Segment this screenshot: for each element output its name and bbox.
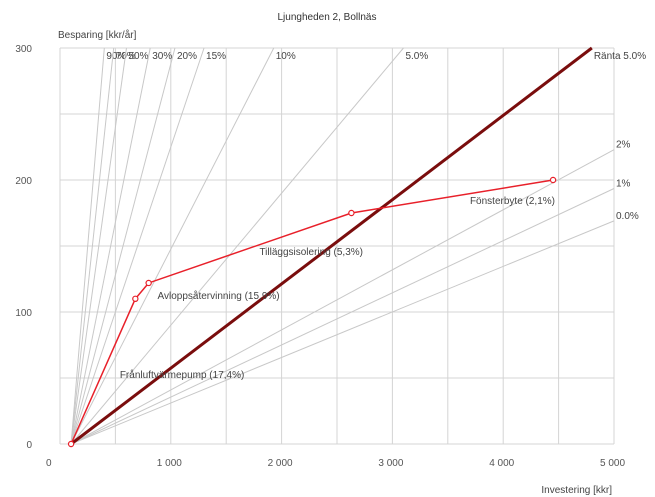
guide-line [70, 47, 151, 445]
y-tick-label: 100 [15, 308, 32, 319]
x-tick-label: 5 000 [600, 458, 625, 469]
x-tick-label: 4 000 [489, 458, 514, 469]
guide-line-label: 90% [106, 51, 126, 62]
payback-line-label: Ränta 5.0% [594, 51, 646, 62]
annotation-label: Fönsterbyte (2,1%) [470, 196, 555, 207]
y-tick-label: 0 [26, 440, 32, 451]
guide-line [70, 47, 127, 445]
y-axis-label: Besparing [kkr/år] [58, 29, 137, 41]
guide-line [70, 47, 275, 445]
guide-line [70, 47, 205, 445]
data-point [145, 279, 152, 287]
guide-line-label: 20% [177, 51, 197, 62]
guide-line [70, 47, 105, 445]
guide-line-label: 10% [276, 51, 296, 62]
data-point [67, 440, 75, 448]
guide-line-label: 30% [152, 51, 172, 62]
guide-line-label: 50% [128, 51, 148, 62]
payback-line [70, 46, 593, 446]
y-tick-label: 300 [15, 44, 32, 55]
axis-ticks: 0 1 000 2 000 3 000 4 000 5 000 0 100 200 300 [15, 44, 625, 469]
grid [59, 47, 615, 445]
data-point [132, 295, 139, 302]
guide-line-label: 15% [206, 51, 226, 62]
x-axis-label: Investering [kkr] [541, 485, 612, 496]
series-group [67, 176, 557, 448]
guide-line [70, 47, 176, 445]
data-point [549, 176, 557, 184]
payback-line-group: Ränta 5.0% [70, 46, 646, 446]
chart-title: Ljungheden 2, Bollnäs [278, 12, 377, 23]
guide-line-label: 5.0% [405, 51, 428, 62]
guide-line [70, 188, 615, 445]
annotations: Frånluftvärmepump (17,4%) Avloppsåtervinn… [120, 196, 555, 381]
guide-line [70, 47, 115, 445]
x-tick-label: 0 [46, 458, 52, 469]
data-point [348, 209, 355, 217]
guide-line-label: 0.0% [616, 211, 639, 222]
annotation-label: Frånluftvärmepump (17,4%) [120, 369, 245, 381]
x-tick-label: 2 000 [268, 458, 293, 469]
guide-line [70, 47, 404, 445]
guide-line [70, 220, 615, 445]
guide-lines: 90%70%50%30%20%15%10%5.0%2%1%0.0% [70, 47, 639, 445]
annotation-label: Tilläggsisolering (5,3%) [259, 247, 363, 258]
guide-line-label: 2% [616, 140, 631, 151]
annotation-label: Avloppsåtervinning (15,9%) [158, 290, 280, 302]
guide-line-label: 1% [616, 179, 631, 190]
x-tick-label: 3 000 [378, 458, 403, 469]
guide-line [70, 149, 615, 445]
x-tick-label: 1 000 [157, 458, 182, 469]
y-tick-label: 200 [15, 176, 32, 187]
